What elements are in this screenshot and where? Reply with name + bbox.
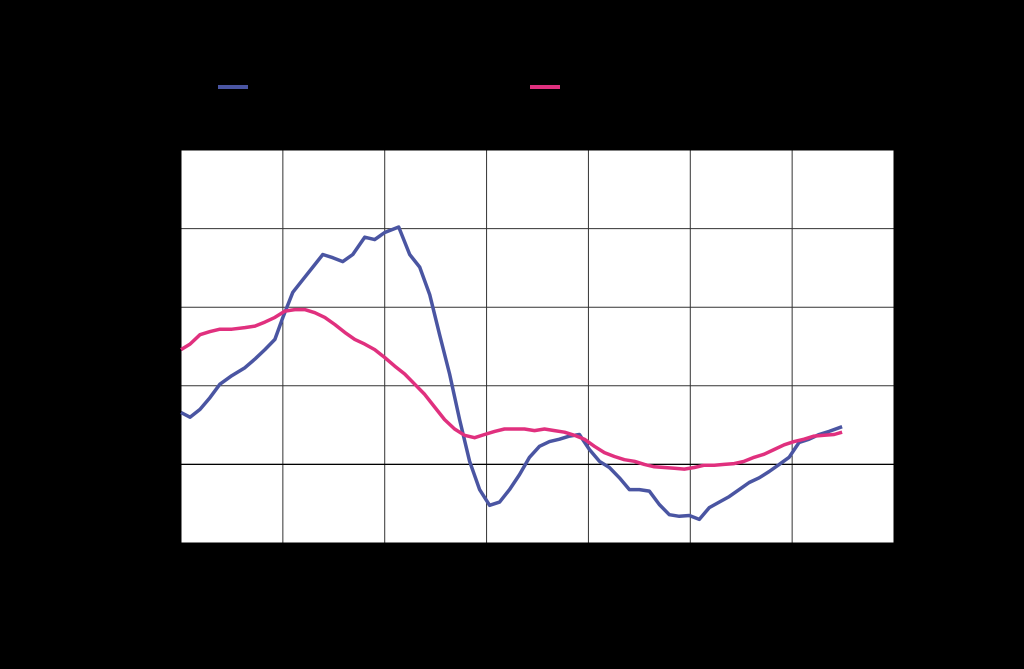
x-tick-label: 0 — [177, 550, 184, 565]
plot-frame — [180, 149, 895, 544]
y-tick-label: 0 — [166, 456, 173, 471]
x-tick-label: 306 — [476, 550, 498, 565]
y-tick-label: 4 — [166, 141, 173, 156]
x-tick-label: 510 — [679, 550, 701, 565]
y-tick-label: 3 — [166, 220, 173, 235]
x-tick-label: 714 — [883, 550, 905, 565]
x-tick-label: 612 — [781, 550, 803, 565]
plot-area — [181, 150, 894, 543]
x-tick-label: 204 — [374, 550, 396, 565]
x-tick-label: 102 — [272, 550, 294, 565]
series-line — [180, 225, 843, 522]
x-tick-label: 408 — [578, 550, 600, 565]
y-tick-label: 1 — [166, 377, 173, 392]
y-tick-label: -1 — [161, 534, 173, 549]
y-tick-label: 2 — [166, 299, 173, 314]
series-line — [180, 307, 843, 471]
